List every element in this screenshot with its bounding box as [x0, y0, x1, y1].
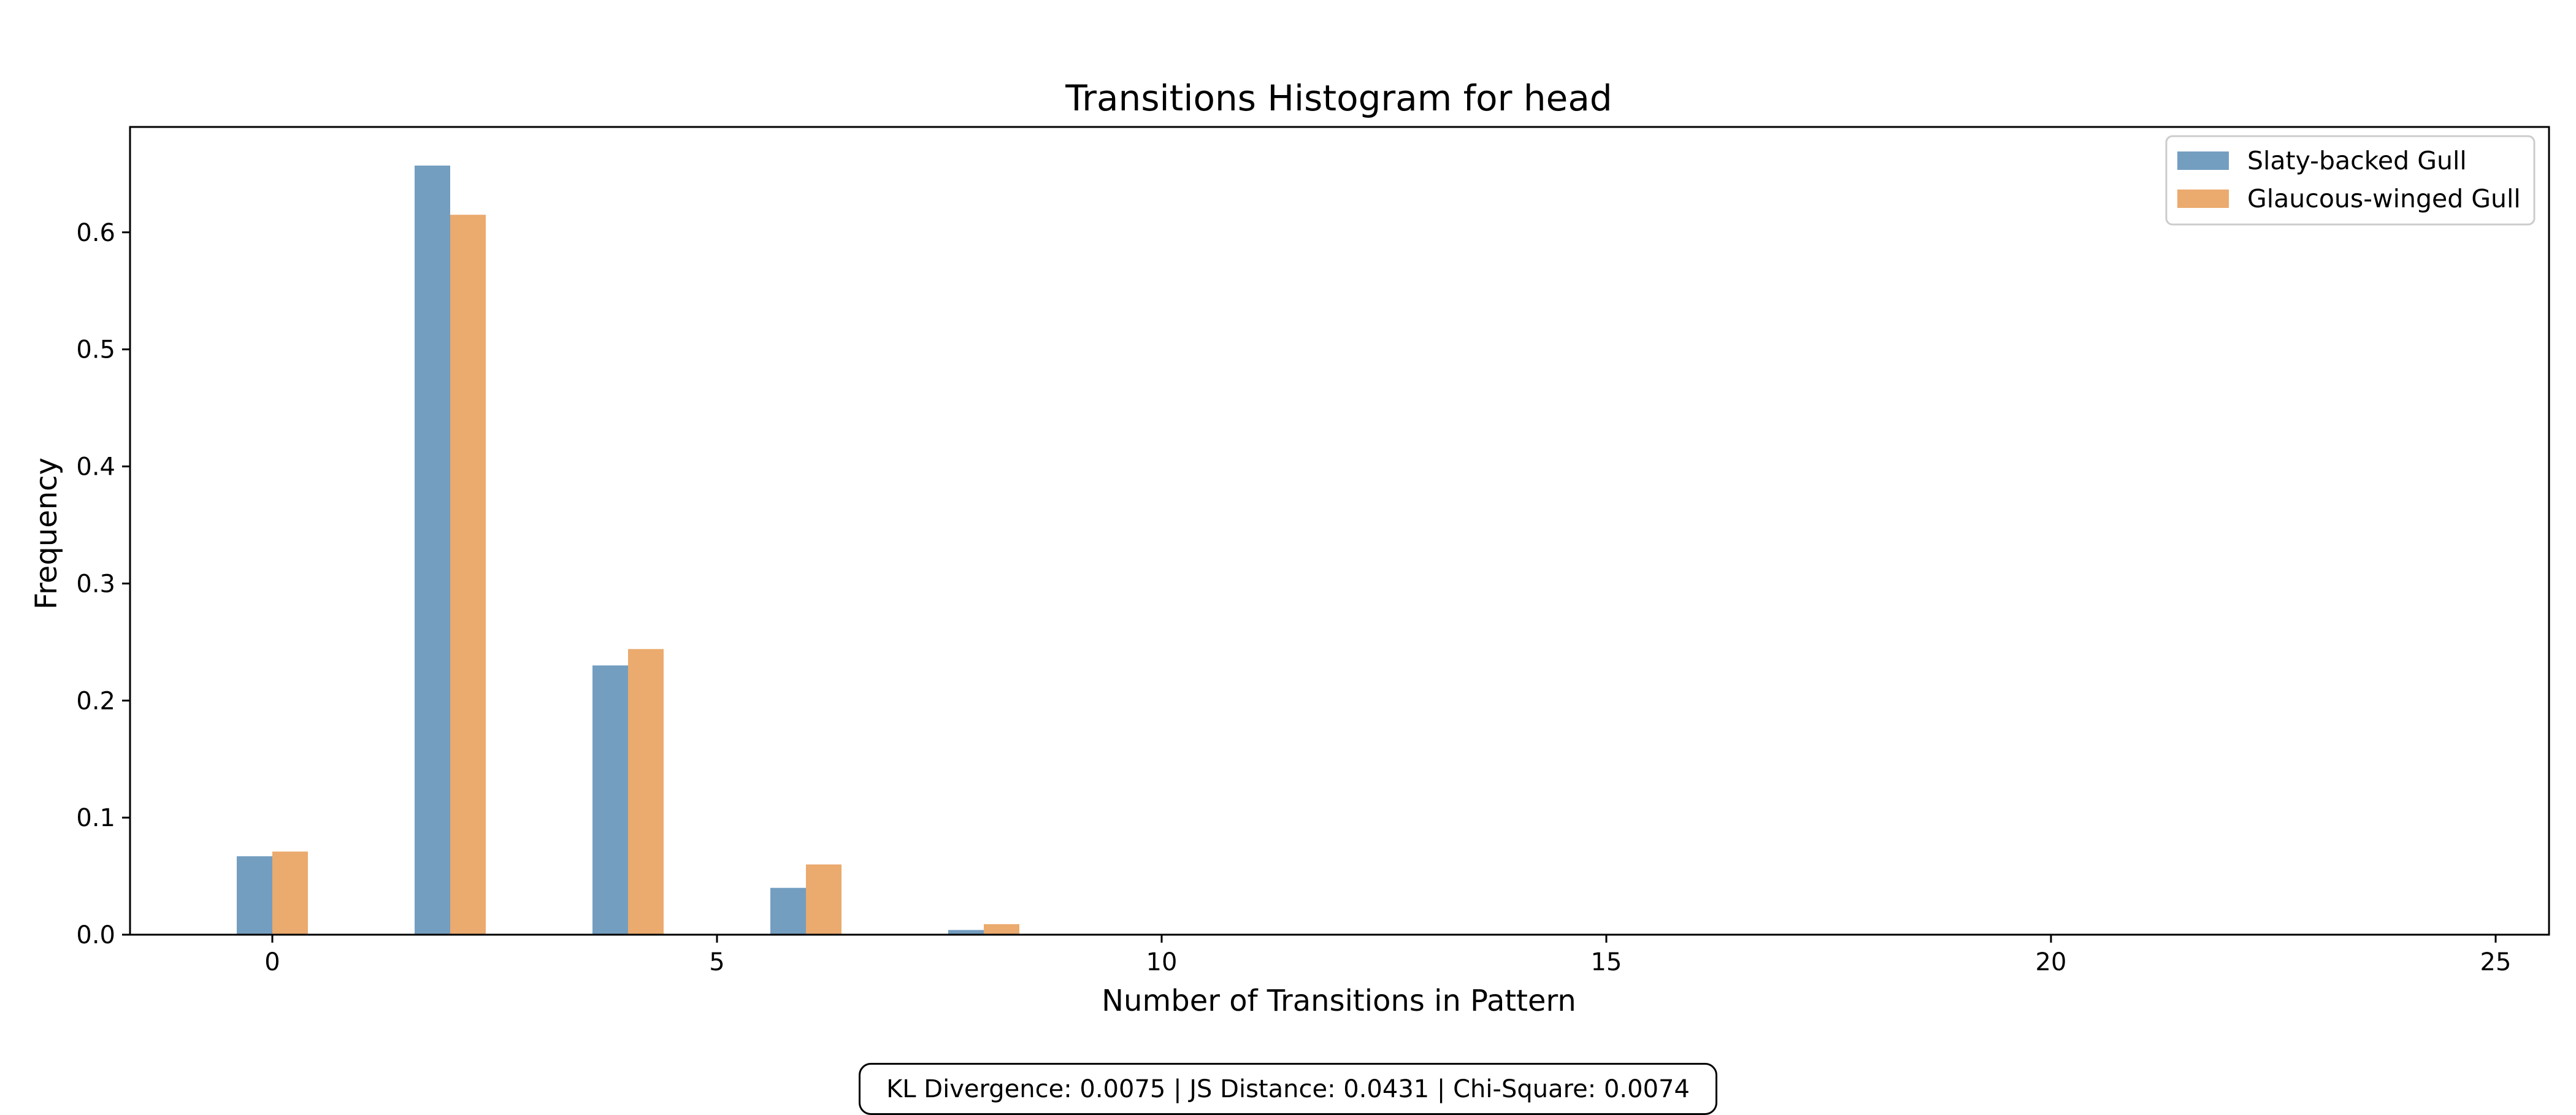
bar-slaty-backed-gull-2	[415, 165, 450, 935]
y-tick-label: 0.1	[76, 804, 115, 832]
x-tick-label: 15	[1591, 948, 1622, 976]
y-tick-label: 0.0	[76, 921, 115, 949]
x-axis-ticks: 0 5 10 15 20 25	[264, 935, 2511, 976]
bar-glaucous-winged-gull-8	[984, 924, 1019, 935]
bar-slaty-backed-gull-6	[770, 887, 806, 935]
bar-slaty-backed-gull-0	[237, 856, 272, 935]
x-axis-label: Number of Transitions in Pattern	[1102, 984, 1576, 1018]
legend-label-slaty-backed-gull: Slaty-backed Gull	[2247, 146, 2467, 175]
x-tick-label: 25	[2480, 948, 2512, 976]
y-tick-label: 0.2	[76, 687, 115, 715]
x-tick-label: 10	[1146, 948, 1178, 976]
x-tick-label: 20	[2036, 948, 2067, 976]
bar-glaucous-winged-gull-4	[628, 649, 664, 935]
y-tick-label: 0.3	[76, 570, 115, 598]
y-tick-label: 0.6	[76, 219, 115, 247]
y-axis-ticks: 0.0 0.1 0.2 0.3 0.4 0.5 0.6	[76, 219, 130, 949]
bar-glaucous-winged-gull-2	[450, 215, 486, 935]
y-tick-label: 0.5	[76, 336, 115, 364]
bar-slaty-backed-gull-4	[592, 665, 628, 935]
legend-swatch-slaty-backed-gull	[2177, 151, 2229, 170]
stats-summary-box: KL Divergence: 0.0075 | JS Distance: 0.0…	[859, 1063, 1717, 1115]
chart-title: Transitions Histogram for head	[1065, 77, 1612, 119]
plot-frame	[129, 126, 2550, 936]
bar-glaucous-winged-gull-6	[806, 864, 841, 935]
x-tick-label: 0	[264, 948, 280, 976]
legend-swatch-glaucous-winged-gull	[2177, 190, 2229, 208]
bar-glaucous-winged-gull-0	[272, 851, 308, 935]
x-tick-label: 5	[709, 948, 724, 976]
bars	[237, 165, 1019, 935]
y-axis-label: Frequency	[29, 458, 64, 610]
legend-frame	[2165, 135, 2536, 226]
bar-slaty-backed-gull-8	[948, 930, 984, 935]
legend-label-glaucous-winged-gull: Glaucous-winged Gull	[2247, 184, 2521, 213]
legend: Slaty-backed Gull Glaucous-winged Gull	[2165, 135, 2536, 226]
y-tick-label: 0.4	[76, 453, 115, 481]
